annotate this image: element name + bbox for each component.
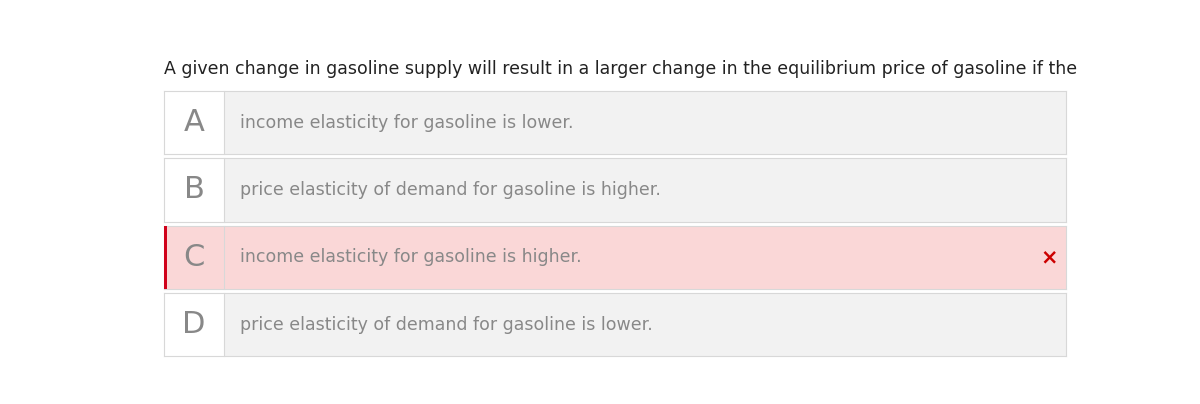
FancyBboxPatch shape <box>164 91 224 154</box>
Text: ×: × <box>1040 247 1057 267</box>
Text: price elasticity of demand for gasoline is higher.: price elasticity of demand for gasoline … <box>240 181 661 199</box>
Text: A given change in gasoline supply will result in a larger change in the equilibr: A given change in gasoline supply will r… <box>164 60 1078 78</box>
Text: income elasticity for gasoline is lower.: income elasticity for gasoline is lower. <box>240 114 574 132</box>
FancyBboxPatch shape <box>224 293 1066 356</box>
Text: price elasticity of demand for gasoline is lower.: price elasticity of demand for gasoline … <box>240 316 653 334</box>
Text: D: D <box>182 310 206 339</box>
Text: A: A <box>184 108 205 137</box>
Text: C: C <box>184 243 205 272</box>
FancyBboxPatch shape <box>164 158 224 222</box>
Text: income elasticity for gasoline is higher.: income elasticity for gasoline is higher… <box>240 248 582 266</box>
FancyBboxPatch shape <box>224 91 1066 154</box>
Text: B: B <box>184 175 205 204</box>
FancyBboxPatch shape <box>164 225 224 289</box>
FancyBboxPatch shape <box>224 225 1066 289</box>
FancyBboxPatch shape <box>164 225 167 289</box>
FancyBboxPatch shape <box>224 158 1066 222</box>
FancyBboxPatch shape <box>164 293 224 356</box>
